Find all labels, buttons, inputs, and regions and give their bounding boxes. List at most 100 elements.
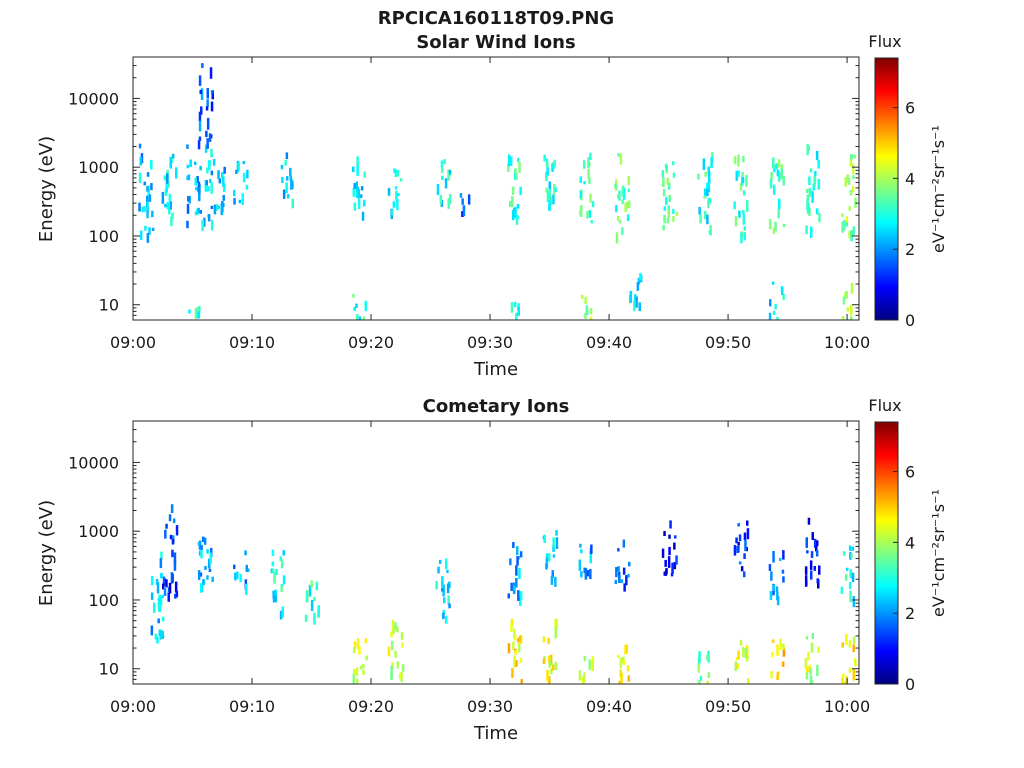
flux-cell [197,140,201,150]
flux-cell [206,117,210,130]
flux-cell [619,657,622,669]
flux-cell [699,676,703,681]
flux-cell [394,186,398,190]
flux-cell [396,626,399,633]
colorbar-tick-label: 2 [905,240,915,259]
flux-cell [161,191,165,204]
flux-cell [233,189,236,197]
flux-cell [236,571,239,580]
flux-cell [807,202,810,214]
flux-cell [805,636,809,640]
flux-cell [210,170,214,176]
flux-cell [170,216,173,226]
flux-cell [854,662,857,667]
flux-cell [448,581,451,589]
flux-cell [845,634,848,645]
flux-cell [850,154,853,160]
flux-cell [628,561,631,567]
flux-cell [397,193,400,197]
flux-cell [776,316,779,320]
flux-cell [780,167,783,178]
flux-cell [401,664,405,672]
flux-cell [741,177,745,184]
flux-cell [363,171,366,178]
flux-cell [462,205,466,217]
flux-cell [810,642,814,653]
flux-cell [675,555,678,565]
flux-cell [804,657,808,669]
flux-cell [627,176,631,186]
flux-cell [815,545,818,552]
flux-cell [209,178,212,183]
flux-cell [356,314,359,320]
flux-cell [585,305,589,314]
flux-cell [618,190,621,201]
flux-cell [588,210,592,218]
flux-cell [579,176,582,183]
flux-cell [512,210,515,221]
flux-cell [194,161,197,165]
flux-cell [674,535,677,539]
flux-cell [623,583,626,592]
flux-cell [242,161,246,165]
flux-cell [706,654,709,661]
flux-cell [579,190,583,199]
flux-cell [310,599,314,612]
flux-cell [211,576,214,582]
flux-cell [518,161,521,173]
flux-cell [706,183,709,189]
flux-cell [768,312,772,320]
flux-cell [745,547,748,552]
flux-cell [175,525,179,536]
flux-cell [274,589,277,597]
flux-cell [197,207,200,214]
flux-cell [358,646,361,655]
flux-cell [362,316,365,320]
flux-cell [546,190,550,203]
flux-cell [171,549,174,558]
flux-cell [392,201,396,208]
flux-cell [161,595,164,599]
flux-cell [146,201,149,210]
flux-cell [194,177,197,186]
x-tick-label: 09:40 [586,697,632,716]
cometary-spectrogram [150,504,857,684]
flux-cell [313,612,316,625]
flux-cell [589,307,593,315]
flux-cell [548,188,551,201]
flux-cell [587,157,590,168]
flux-cell [438,560,442,564]
flux-cell [805,188,809,193]
flux-cell [777,159,781,168]
flux-cell [771,639,775,643]
flux-cell [816,664,819,677]
flux-cell [353,202,357,211]
flux-cell [357,197,361,209]
flux-cell [247,568,250,572]
flux-cell [515,215,519,225]
flux-cell [815,208,819,215]
flux-cell [197,542,201,546]
flux-cell [400,632,404,640]
flux-cell [617,654,620,658]
flux-cell [547,637,550,644]
flux-cell [245,564,248,572]
flux-cell [551,570,554,578]
flux-cell [210,148,213,157]
flux-cell [363,199,366,207]
flux-cell [739,183,743,191]
flux-cell [210,219,214,231]
flux-cell [244,550,247,556]
flux-cell [580,205,583,217]
flux-cell [553,184,556,196]
flux-cell [663,206,666,211]
flux-cell [772,584,775,591]
flux-cell [163,175,166,181]
flux-cell [212,159,216,166]
flux-cell [634,294,637,303]
flux-cell [629,290,633,302]
flux-cell [549,197,553,205]
flux-cell [198,111,202,122]
flux-cell [448,169,452,175]
flux-cell [517,638,520,643]
